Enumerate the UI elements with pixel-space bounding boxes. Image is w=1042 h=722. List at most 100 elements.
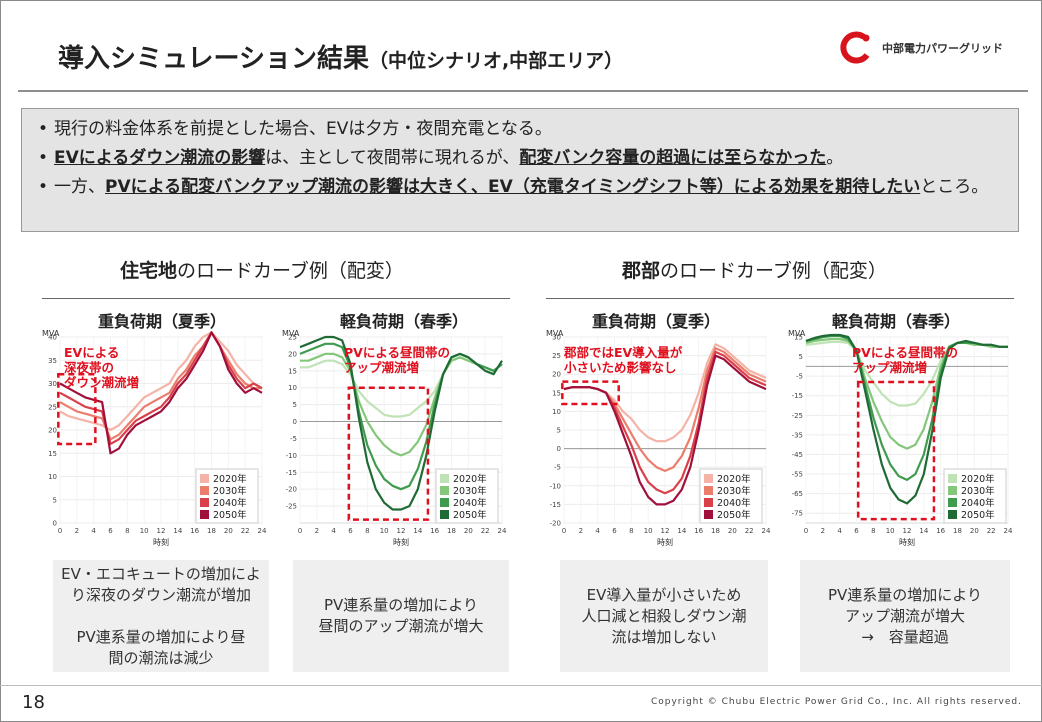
bullet-dot: • <box>37 177 49 197</box>
footer-divider <box>0 685 1042 686</box>
annotation-text: 深夜帯の <box>64 360 114 375</box>
x-tick-label: 0 <box>562 527 566 535</box>
legend-swatch <box>440 486 449 495</box>
x-tick-label: 14 <box>919 527 928 535</box>
x-tick-label: 10 <box>886 527 895 535</box>
bullet-text: 現行の料金体系を前提とした場合、EVは夕方・夜間充電となる。 <box>54 115 1008 144</box>
x-tick-label: 10 <box>380 527 389 535</box>
highlight-box <box>347 386 430 521</box>
annotation-text: ダウン潮流増 <box>64 375 139 390</box>
x-tick-label: 24 <box>258 527 267 535</box>
x-tick-label: 20 <box>464 527 473 535</box>
y-tick-label: -5 <box>554 464 561 472</box>
legend-label: 2050年 <box>453 509 487 521</box>
legend-swatch <box>948 498 957 507</box>
legend-label: 2040年 <box>453 497 487 509</box>
x-tick-label: 6 <box>108 527 113 535</box>
x-tick-label: 4 <box>595 527 600 535</box>
x-tick-label: 18 <box>711 527 720 535</box>
x-tick-label: 0 <box>298 527 302 535</box>
bullet-segment: 一方、 <box>54 177 105 197</box>
x-tick-label: 8 <box>871 527 875 535</box>
y-tick-label: 20 <box>48 427 57 435</box>
series-line <box>299 335 503 511</box>
y-tick-label: 10 <box>48 473 57 481</box>
y-tick-label: -15 <box>286 469 297 477</box>
y-tick-label: -10 <box>286 452 297 460</box>
y-axis-label: MVA <box>42 329 60 338</box>
legend-label: 2020年 <box>213 473 247 485</box>
legend-label: 2040年 <box>961 497 995 509</box>
series-line <box>300 352 503 457</box>
chart-residential-spring: -25 -20 -15 -10 -5 0 5 10 15 20 25 0 2 4 6 8 10 12 14 16 18 2… <box>278 327 510 559</box>
x-axis-label: 時刻 <box>393 537 409 547</box>
x-tick-label: 24 <box>1004 527 1013 535</box>
y-tick-label: 5 <box>53 496 57 504</box>
section-divider <box>546 298 1014 299</box>
legend-label: 2050年 <box>213 509 247 521</box>
page-number: 18 <box>22 692 45 713</box>
x-tick-label: 18 <box>953 527 962 535</box>
x-tick-label: 20 <box>728 527 737 535</box>
note-text: PV連系量の増加により 昼間のアップ潮流が増大 <box>318 596 484 635</box>
y-tick-label: 30 <box>552 334 561 342</box>
x-axis-label: 時刻 <box>657 537 673 547</box>
series-line <box>563 354 767 506</box>
x-tick-label: 10 <box>644 527 653 535</box>
note-text: EV・エコキュートの増加によ り深夜のダウン潮流が増加 PV連系量の増加により昼… <box>61 564 261 667</box>
chart-rural-spring: -75 -65 -55 -45 -35 -25 -15 -5 5 15 0 2 4 6 8 10 12 14 16 1… <box>784 327 1016 559</box>
x-tick-label: 20 <box>970 527 979 535</box>
x-tick-label: 8 <box>365 527 369 535</box>
bullet-item: • 現行の料金体系を前提とした場合、EVは夕方・夜間充電となる。 <box>32 115 1008 144</box>
bullet-segment: 配変バンク容量の超過には至らなかった <box>519 148 827 168</box>
y-tick-label: -45 <box>792 451 803 459</box>
legend-swatch <box>704 510 713 519</box>
x-tick-label: 12 <box>397 527 406 535</box>
x-tick-label: 0 <box>58 527 62 535</box>
y-tick-label: 15 <box>48 450 57 458</box>
panel-title: 重負荷期（夏季） <box>98 312 227 331</box>
bullet-item: • EVによるダウン潮流の影響は、主として夜間帯に現れるが、配変バンク容量の超過に… <box>32 144 1008 173</box>
bullet-item: • 一方、PVによる配変バンクアップ潮流の影響は大きく、EV（充電タイミングシフト… <box>32 173 1008 202</box>
bullet-segment: 。 <box>826 148 844 168</box>
legend-swatch <box>704 498 713 507</box>
annotation-text: PVによる昼間帯の <box>344 345 450 360</box>
bullet-dot: • <box>37 119 49 139</box>
legend-label: 2020年 <box>961 473 995 485</box>
annotation-text: 郡部ではEV導入量が <box>563 345 683 360</box>
x-tick-label: 16 <box>430 527 439 535</box>
y-tick-label: 15 <box>288 367 297 375</box>
annotation-text: EVによる <box>64 345 119 360</box>
y-tick-label: 20 <box>552 371 561 379</box>
series-line <box>59 331 263 446</box>
y-tick-label: 10 <box>552 408 561 416</box>
x-tick-label: 6 <box>348 527 353 535</box>
x-axis-label: 時刻 <box>153 537 169 547</box>
y-tick-label: 0 <box>53 520 57 528</box>
bullet-segment: 現行の料金体系を前提とした場合、EVは夕方・夜間充電となる。 <box>54 119 552 139</box>
series-line <box>59 331 263 455</box>
legend-swatch <box>440 474 449 483</box>
x-tick-label: 2 <box>821 527 825 535</box>
bullet-segment: EVによるダウン潮流の影響 <box>54 148 266 168</box>
legend-swatch <box>200 510 209 519</box>
y-tick-label: -15 <box>792 392 803 400</box>
section-title-residential: 住宅地のロードカーブ例（配変） <box>120 256 404 283</box>
y-tick-label: -25 <box>286 503 297 511</box>
y-tick-label: 35 <box>48 357 57 365</box>
section-title-rural: 郡部のロードカーブ例（配変） <box>622 256 887 283</box>
x-tick-label: 22 <box>481 527 490 535</box>
x-tick-label: 4 <box>91 527 96 535</box>
y-tick-label: -5 <box>796 373 803 381</box>
x-tick-label: 18 <box>447 527 456 535</box>
y-tick-label: 0 <box>293 418 297 426</box>
legend-swatch <box>200 486 209 495</box>
legend-swatch <box>948 474 957 483</box>
x-tick-label: 8 <box>629 527 633 535</box>
x-tick-label: 4 <box>331 527 336 535</box>
legend-label: 2030年 <box>961 485 995 497</box>
bullet-text: EVによるダウン潮流の影響は、主として夜間帯に現れるが、配変バンク容量の超過には… <box>54 144 1008 173</box>
x-tick-label: 16 <box>694 527 703 535</box>
legend-swatch <box>948 510 957 519</box>
y-tick-label: 0 <box>557 445 561 453</box>
